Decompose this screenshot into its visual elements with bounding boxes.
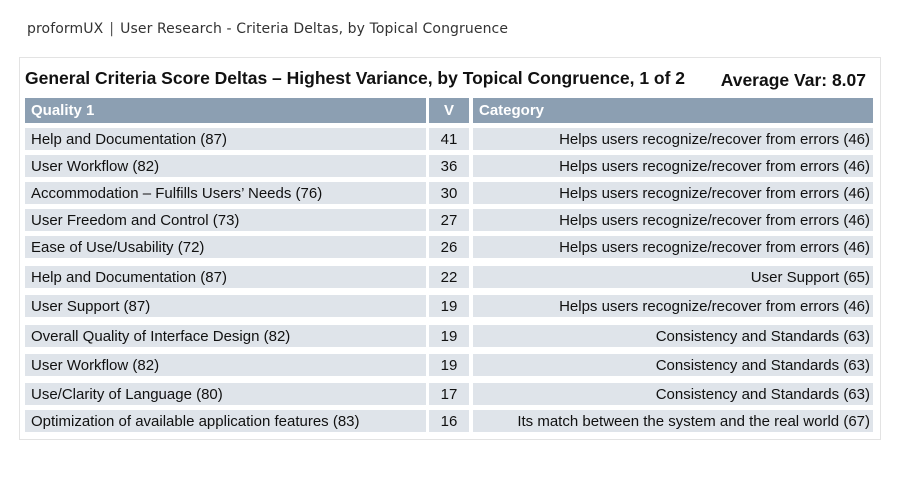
variance-cell: 36 <box>429 155 469 177</box>
table-row: Ease of Use/Usability (72) 26 Helps users … <box>25 236 873 258</box>
quality-cell: Accommodation – Fulfills Users’ Needs (7… <box>25 182 426 204</box>
variance-cell: 26 <box>429 236 469 258</box>
column-header-category: Category <box>473 98 873 123</box>
variance-cell: 30 <box>429 182 469 204</box>
quality-cell: Help and Documentation (87) <box>25 266 426 288</box>
category-cell: Helps users recognize/recover from error… <box>473 209 873 231</box>
quality-cell: Ease of Use/Usability (72) <box>25 236 426 258</box>
brand-name: proformUX <box>27 21 104 37</box>
table-row: Help and Documentation (87) 22 User Suppor… <box>25 266 873 288</box>
table-row: User Workflow (82) 36 Helps users recogniz… <box>25 155 873 177</box>
column-header-v: V <box>429 98 469 123</box>
criteria-card: General Criteria Score Deltas – Highest … <box>19 57 881 440</box>
quality-cell: Optimization of available application fe… <box>25 410 426 432</box>
table-row: User Freedom and Control (73) 27 Helps use… <box>25 209 873 231</box>
table-row: User Support (87) 19 Helps users recognize… <box>25 295 873 317</box>
table-row: Optimization of available application fe… <box>25 410 873 432</box>
table-row: Accommodation – Fulfills Users’ Needs (7… <box>25 182 873 204</box>
variance-cell: 19 <box>429 325 469 347</box>
variance-cell: 41 <box>429 128 469 150</box>
quality-cell: User Support (87) <box>25 295 426 317</box>
table-row: Help and Documentation (87) 41 Helps users… <box>25 128 873 150</box>
category-cell: Its match between the system and the rea… <box>473 410 873 432</box>
average-variance: Average Var: 8.07 <box>720 70 866 90</box>
category-cell: Consistency and Standards (63) <box>473 325 873 347</box>
variance-cell: 22 <box>429 266 469 288</box>
variance-cell: 19 <box>429 354 469 376</box>
quality-cell: User Freedom and Control (73) <box>25 209 426 231</box>
table-header-row: Quality 1 V Category <box>25 98 873 123</box>
variance-cell: 17 <box>429 383 469 405</box>
page-subtitle: User Research - Criteria Deltas, by Topi… <box>120 21 509 37</box>
quality-cell: User Workflow (82) <box>25 354 426 376</box>
category-cell: User Support (65) <box>473 266 873 288</box>
variance-cell: 27 <box>429 209 469 231</box>
header-separator: | <box>109 21 115 37</box>
quality-cell: Overall Quality of Interface Design (82) <box>25 325 426 347</box>
category-cell: Helps users recognize/recover from error… <box>473 295 873 317</box>
quality-cell: Use/Clarity of Language (80) <box>25 383 426 405</box>
variance-cell: 19 <box>429 295 469 317</box>
category-cell: Helps users recognize/recover from error… <box>473 155 873 177</box>
category-cell: Helps users recognize/recover from error… <box>473 128 873 150</box>
table-row: User Workflow (82) 19 Consistency and Stan… <box>25 354 873 376</box>
column-header-quality: Quality 1 <box>25 98 426 123</box>
category-cell: Helps users recognize/recover from error… <box>473 236 873 258</box>
quality-cell: Help and Documentation (87) <box>25 128 426 150</box>
category-cell: Helps users recognize/recover from error… <box>473 182 873 204</box>
page-header: proformUX | User Research - Criteria Delta… <box>27 21 508 37</box>
quality-cell: User Workflow (82) <box>25 155 426 177</box>
category-cell: Consistency and Standards (63) <box>473 383 873 405</box>
table-row: Overall Quality of Interface Design (82)… <box>25 325 873 347</box>
category-cell: Consistency and Standards (63) <box>473 354 873 376</box>
card-title: General Criteria Score Deltas – Highest … <box>25 68 686 88</box>
table-row: Use/Clarity of Language (80) 17 Consistenc… <box>25 383 873 405</box>
variance-cell: 16 <box>429 410 469 432</box>
